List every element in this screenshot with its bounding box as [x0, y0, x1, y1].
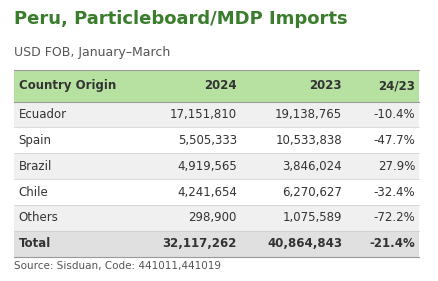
- FancyBboxPatch shape: [14, 179, 419, 205]
- Text: 17,151,810: 17,151,810: [170, 108, 237, 121]
- Text: Chile: Chile: [19, 186, 48, 199]
- Text: Peru, Particleboard/MDP Imports: Peru, Particleboard/MDP Imports: [14, 10, 348, 28]
- FancyBboxPatch shape: [14, 153, 419, 179]
- Text: Country Origin: Country Origin: [19, 79, 116, 92]
- Text: 27.9%: 27.9%: [378, 160, 415, 173]
- Text: -32.4%: -32.4%: [373, 186, 415, 199]
- Text: 5,505,333: 5,505,333: [178, 134, 237, 147]
- Text: -47.7%: -47.7%: [373, 134, 415, 147]
- Text: 6,270,627: 6,270,627: [282, 186, 342, 199]
- Text: 32,117,262: 32,117,262: [162, 237, 237, 250]
- Text: Ecuador: Ecuador: [19, 108, 67, 121]
- Text: -10.4%: -10.4%: [373, 108, 415, 121]
- Text: 40,864,843: 40,864,843: [267, 237, 342, 250]
- Text: 298,900: 298,900: [188, 212, 237, 225]
- FancyBboxPatch shape: [14, 101, 419, 127]
- Text: 3,846,024: 3,846,024: [283, 160, 342, 173]
- Text: -21.4%: -21.4%: [369, 237, 415, 250]
- FancyBboxPatch shape: [14, 205, 419, 231]
- Text: 4,241,654: 4,241,654: [177, 186, 237, 199]
- Text: 24/23: 24/23: [378, 79, 415, 92]
- FancyBboxPatch shape: [14, 231, 419, 257]
- FancyBboxPatch shape: [14, 127, 419, 153]
- Text: USD FOB, January–March: USD FOB, January–March: [14, 46, 170, 59]
- Text: 2023: 2023: [310, 79, 342, 92]
- Text: Others: Others: [19, 212, 59, 225]
- Text: 2024: 2024: [204, 79, 237, 92]
- Text: Spain: Spain: [19, 134, 52, 147]
- Text: 10,533,838: 10,533,838: [276, 134, 342, 147]
- Text: 1,075,589: 1,075,589: [283, 212, 342, 225]
- Text: Source: Sisduan, Code: 441011,441019: Source: Sisduan, Code: 441011,441019: [14, 261, 221, 271]
- FancyBboxPatch shape: [14, 70, 419, 101]
- Text: 19,138,765: 19,138,765: [275, 108, 342, 121]
- Text: Total: Total: [19, 237, 51, 250]
- Text: 4,919,565: 4,919,565: [177, 160, 237, 173]
- Text: -72.2%: -72.2%: [373, 212, 415, 225]
- Text: Brazil: Brazil: [19, 160, 52, 173]
